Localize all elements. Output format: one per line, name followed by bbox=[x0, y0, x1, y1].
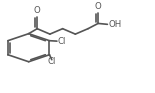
Text: O: O bbox=[34, 6, 41, 15]
Text: OH: OH bbox=[108, 20, 121, 29]
Text: O: O bbox=[95, 2, 102, 11]
Text: Cl: Cl bbox=[47, 57, 55, 66]
Text: Cl: Cl bbox=[58, 37, 66, 46]
